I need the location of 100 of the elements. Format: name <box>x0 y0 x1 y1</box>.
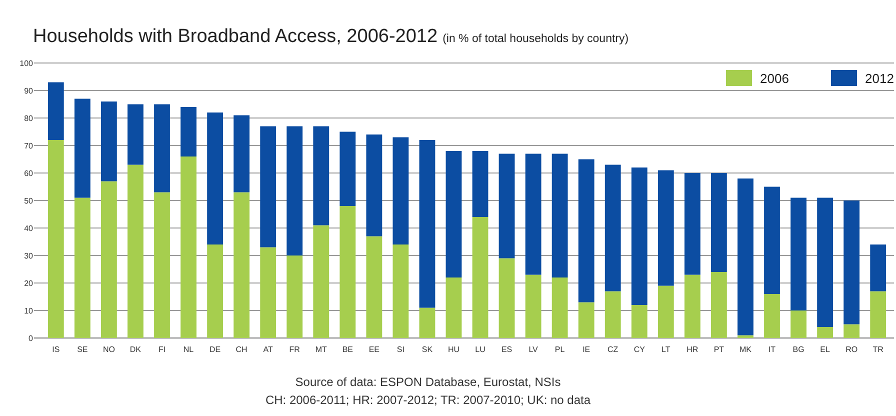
source-note: Source of data: ESPON Database, Eurostat, NSIs <box>295 375 561 389</box>
x-tick-label: CH <box>236 345 248 354</box>
x-tick-label: ES <box>501 345 512 354</box>
bar <box>738 178 754 336</box>
bar <box>604 164 621 292</box>
bar <box>658 170 674 286</box>
bar <box>472 217 488 338</box>
x-tick-label: PL <box>554 345 566 354</box>
x-tick-label: EE <box>368 345 380 354</box>
x-tick-label: AT <box>263 345 274 354</box>
x-tick-label: BE <box>342 345 353 354</box>
bar <box>711 173 727 272</box>
x-tick-label: HR <box>686 345 698 354</box>
x-tick-label: FI <box>158 345 166 354</box>
bar <box>48 82 64 140</box>
bar <box>234 192 250 338</box>
chart-title: Households with Broadband Access, 2006-2012 <box>33 26 438 47</box>
y-tick-label: 90 <box>24 86 34 96</box>
x-tick-label: HU <box>448 345 460 354</box>
x-tick-label: RO <box>846 345 858 354</box>
y-tick-label: 0 <box>28 334 34 343</box>
x-tick-label: DE <box>209 345 221 354</box>
x-tick-label: CY <box>634 345 646 354</box>
bar <box>286 256 303 338</box>
bar <box>817 198 833 327</box>
x-tick-label: MK <box>739 345 752 354</box>
bar <box>764 186 780 294</box>
bar <box>552 154 568 278</box>
bar <box>711 272 727 338</box>
bar <box>74 198 90 338</box>
bar <box>392 137 409 244</box>
bar <box>525 154 542 275</box>
bar <box>419 140 436 308</box>
bar <box>286 126 303 256</box>
x-tick-label: NL <box>183 345 194 354</box>
x-tick-label: BG <box>792 345 804 354</box>
y-tick-label: 50 <box>24 196 34 206</box>
x-tick-label: LV <box>528 345 539 354</box>
y-tick-label: 40 <box>24 224 34 233</box>
bar <box>578 302 594 338</box>
bar <box>392 244 409 338</box>
bar <box>260 247 276 338</box>
x-tick-label: IT <box>768 345 776 354</box>
bar <box>684 173 700 275</box>
bar <box>498 154 515 258</box>
y-tick-label: 10 <box>24 306 34 316</box>
bar <box>260 126 276 248</box>
chart-subtitle: (in % of total households by country) <box>442 33 629 45</box>
bar <box>313 225 330 338</box>
bar <box>154 104 170 192</box>
x-tick-label: IE <box>582 345 590 354</box>
bar <box>604 291 621 338</box>
x-tick-label: EL <box>820 345 830 354</box>
bar <box>313 126 330 226</box>
x-tick-label: CZ <box>608 345 618 354</box>
bar <box>472 151 488 217</box>
x-tick-label: LT <box>662 345 670 354</box>
bar <box>128 164 144 338</box>
bar <box>446 278 462 338</box>
legend-label: 2012 <box>865 71 894 86</box>
bar <box>790 310 806 338</box>
bar <box>128 104 144 165</box>
y-tick-label: 80 <box>24 114 34 123</box>
x-tick-label: SK <box>422 345 434 354</box>
bar <box>552 278 568 338</box>
x-tick-label: MT <box>315 345 328 354</box>
bar <box>340 206 356 338</box>
x-tick-label: IS <box>52 345 60 354</box>
x-tick-label: FR <box>289 345 300 354</box>
bar <box>844 200 860 324</box>
bar <box>366 134 382 236</box>
bar <box>631 168 648 305</box>
x-tick-label: TR <box>872 345 884 354</box>
y-tick-label: 100 <box>20 58 34 68</box>
bar <box>498 258 515 338</box>
x-tick-label: SE <box>77 345 88 354</box>
bar <box>207 112 223 244</box>
bar <box>207 244 223 338</box>
bar <box>101 181 117 338</box>
bar <box>419 308 436 338</box>
bar <box>658 286 674 338</box>
y-tick-label: 20 <box>24 278 34 288</box>
bar <box>180 156 196 338</box>
bar <box>738 335 754 338</box>
y-tick-label: 70 <box>24 141 34 150</box>
bar <box>631 305 648 338</box>
bar <box>154 192 170 338</box>
bar <box>340 132 356 206</box>
y-tick-label: 30 <box>24 251 34 260</box>
x-tick-label: NO <box>102 345 115 354</box>
bar <box>790 198 806 310</box>
legend-label: 2006 <box>760 71 789 86</box>
bar <box>764 294 780 338</box>
y-tick-label: 60 <box>24 168 34 178</box>
bar <box>234 115 250 192</box>
bar <box>180 107 196 156</box>
bar <box>684 274 700 338</box>
bar <box>844 324 860 338</box>
bar <box>74 98 90 198</box>
text: CH: 2006-2011; HR: 2007-2012; TR: 2007-2010; UK: no data <box>265 393 591 407</box>
